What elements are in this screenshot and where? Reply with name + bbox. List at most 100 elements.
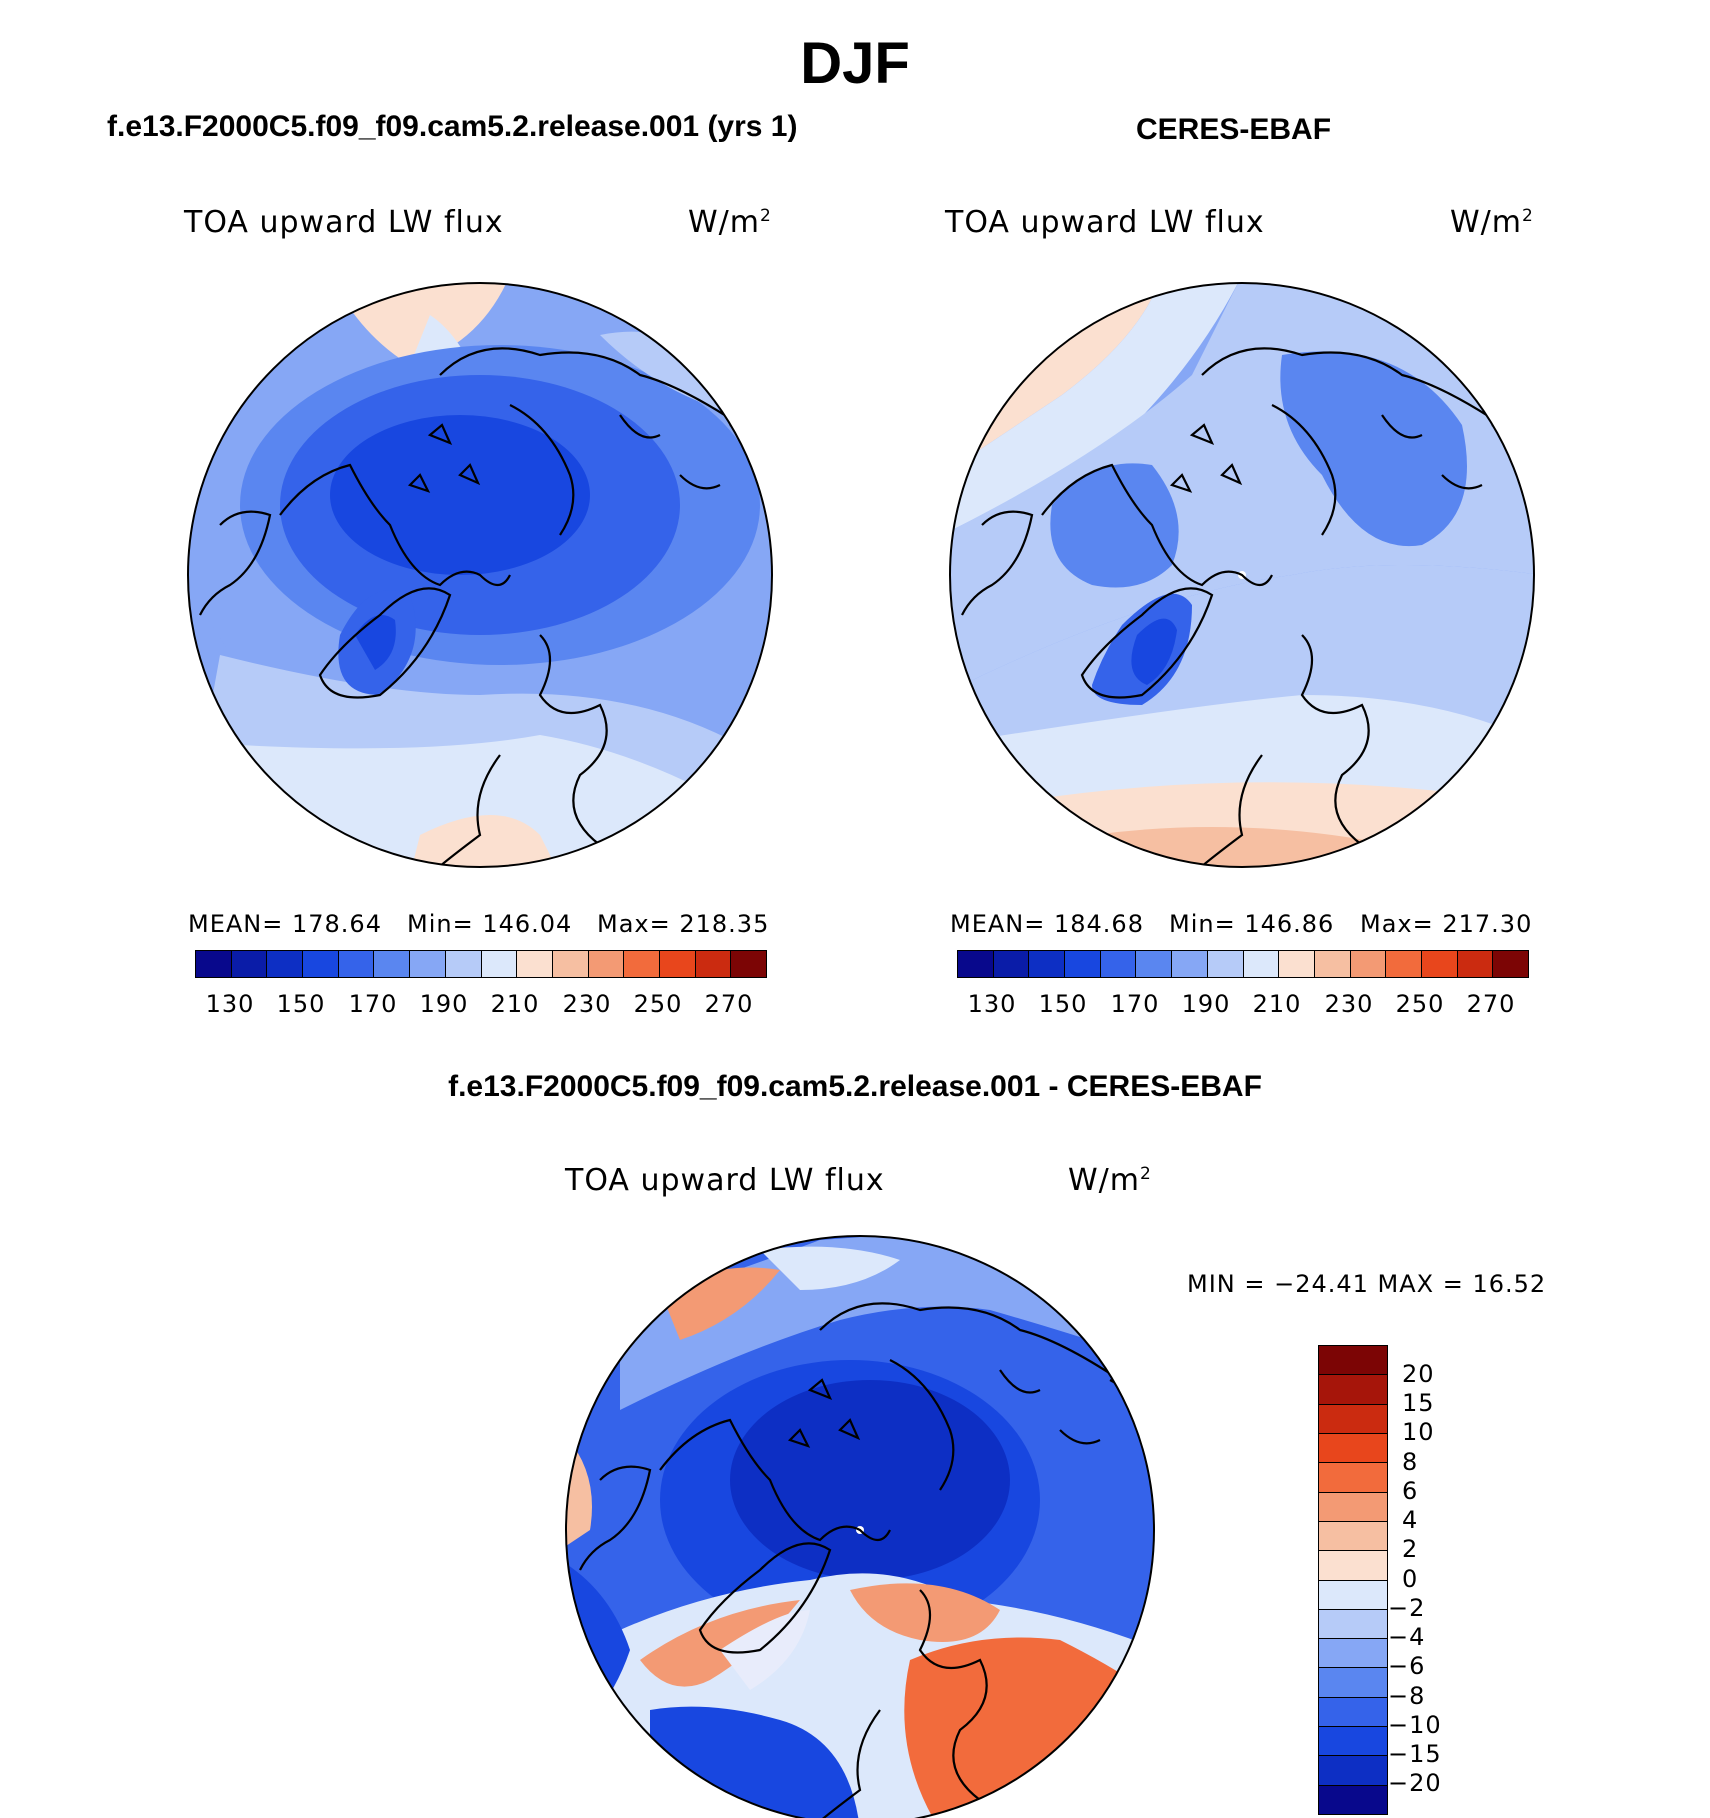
model-variable-label: TOA upward LW flux xyxy=(184,205,504,240)
model-colorbar-tick: 250 xyxy=(633,990,683,1018)
obs-field-siberia xyxy=(1280,351,1467,547)
model-colorbar-tick: 210 xyxy=(490,990,540,1018)
obs-colorbar-swatch xyxy=(1457,951,1494,977)
diff-colorbar xyxy=(1318,1345,1388,1815)
diff-colorbar-tick: 10 xyxy=(1402,1418,1435,1446)
obs-colorbar-swatch xyxy=(1029,951,1066,977)
obs-colorbar-tick: 130 xyxy=(967,990,1017,1018)
obs-title: CERES-EBAF xyxy=(1136,113,1332,146)
diff-coastlines xyxy=(579,1302,1141,1818)
diff-colorbar-tick: 0 xyxy=(1402,1565,1419,1593)
diff-units-label: W/m2 xyxy=(1068,1163,1152,1198)
model-colorbar-swatch xyxy=(445,951,482,977)
diff-colorbar-swatch xyxy=(1319,1433,1387,1464)
model-colorbar-tick: 150 xyxy=(276,990,326,1018)
obs-colorbar-tick: 190 xyxy=(1181,990,1231,1018)
diff-colorbar-tick: 2 xyxy=(1402,1535,1419,1563)
obs-colorbar xyxy=(957,950,1529,978)
model-colorbar-swatch xyxy=(731,951,766,977)
diff-colorbar-swatch xyxy=(1319,1521,1387,1552)
model-colorbar-swatch xyxy=(517,951,553,977)
diff-colorbar-swatch xyxy=(1319,1756,1387,1786)
diff-colorbar-swatch xyxy=(1319,1580,1387,1610)
diff-map-boundary xyxy=(565,1235,1155,1818)
model-colorbar-swatch xyxy=(624,951,660,977)
obs-colorbar-swatch xyxy=(1421,951,1458,977)
model-colorbar-swatch xyxy=(303,951,339,977)
obs-colorbar-tick: 210 xyxy=(1252,990,1302,1018)
diff-colorbar-tick: 6 xyxy=(1402,1477,1419,1505)
diff-colorbar-swatch xyxy=(1319,1697,1387,1728)
model-colorbar-tick: 270 xyxy=(704,990,754,1018)
obs-mean: MEAN= 184.68 xyxy=(950,910,1144,938)
model-map-boundary xyxy=(187,282,773,868)
diff-colorbar-swatch xyxy=(1319,1668,1387,1698)
obs-variable-label: TOA upward LW flux xyxy=(945,205,1265,240)
obs-colorbar-swatch xyxy=(993,951,1030,977)
model-colorbar-tick: 130 xyxy=(205,990,255,1018)
diff-colorbar-swatch xyxy=(1319,1375,1387,1405)
obs-colorbar-swatch xyxy=(1386,951,1422,977)
diff-colorbar-swatch xyxy=(1319,1785,1387,1814)
obs-colorbar-swatch xyxy=(1172,951,1208,977)
diff-variable-label: TOA upward LW flux xyxy=(565,1163,885,1198)
diff-field-contour-neg15 xyxy=(730,1380,1010,1580)
diff-colorbar-tick: 20 xyxy=(1402,1360,1435,1388)
model-max: Max= 218.35 xyxy=(597,910,770,938)
diff-colorbar-tick: −4 xyxy=(1388,1623,1426,1651)
model-colorbar xyxy=(195,950,767,978)
model-colorbar-swatch xyxy=(410,951,446,977)
obs-colorbar-tick: 170 xyxy=(1110,990,1160,1018)
model-colorbar-tick: 190 xyxy=(419,990,469,1018)
obs-min: Min= 146.86 xyxy=(1169,910,1335,938)
obs-colorbar-swatch xyxy=(1279,951,1315,977)
diff-colorbar-swatch xyxy=(1319,1551,1387,1581)
diff-colorbar-tick: −6 xyxy=(1388,1652,1426,1680)
obs-colorbar-swatch xyxy=(1207,951,1244,977)
diff-colorbar-tick: −20 xyxy=(1388,1769,1442,1797)
model-colorbar-swatch xyxy=(588,951,625,977)
obs-units-label: W/m2 xyxy=(1450,205,1534,240)
obs-colorbar-tick: 230 xyxy=(1324,990,1374,1018)
obs-colorbar-tick: 270 xyxy=(1466,990,1516,1018)
diff-colorbar-swatch xyxy=(1319,1404,1387,1434)
diff-polar-map xyxy=(565,1235,1155,1818)
obs-colorbar-tick: 250 xyxy=(1395,990,1445,1018)
diff-field-greenland xyxy=(720,1610,810,1690)
model-colorbar-swatch xyxy=(231,951,268,977)
diff-colorbar-swatch xyxy=(1319,1639,1387,1669)
model-colorbar-swatch xyxy=(481,951,518,977)
obs-colorbar-swatch xyxy=(1136,951,1173,977)
diff-colorbar-tick: 4 xyxy=(1402,1506,1419,1534)
obs-colorbar-swatch xyxy=(1350,951,1387,977)
model-colorbar-swatch xyxy=(196,951,232,977)
model-colorbar-swatch xyxy=(659,951,696,977)
diff-colorbar-swatch xyxy=(1319,1463,1387,1493)
diff-colorbar-tick: −15 xyxy=(1388,1740,1442,1768)
model-colorbar-tick: 230 xyxy=(562,990,612,1018)
model-mean: MEAN= 178.64 xyxy=(188,910,382,938)
model-units-label: W/m2 xyxy=(688,205,772,240)
diff-colorbar-swatch xyxy=(1319,1492,1387,1522)
diff-title: f.e13.F2000C5.f09_f09.cam5.2.release.001… xyxy=(448,1070,1262,1103)
model-polar-map xyxy=(187,282,773,868)
obs-colorbar-tick: 150 xyxy=(1038,990,1088,1018)
model-min: Min= 146.04 xyxy=(407,910,573,938)
obs-polar-map xyxy=(949,282,1535,868)
model-colorbar-swatch xyxy=(695,951,732,977)
obs-colorbar-swatch xyxy=(958,951,994,977)
diff-colorbar-tick: 8 xyxy=(1402,1448,1419,1476)
diff-colorbar-tick: −2 xyxy=(1388,1594,1426,1622)
model-colorbar-swatch xyxy=(267,951,304,977)
model-colorbar-swatch xyxy=(552,951,589,977)
model-coastlines xyxy=(199,347,761,867)
diff-colorbar-tick: −8 xyxy=(1388,1682,1426,1710)
obs-max: Max= 217.30 xyxy=(1360,910,1533,938)
model-colorbar-tick: 170 xyxy=(348,990,398,1018)
figure-title: DJF xyxy=(800,31,910,96)
diff-minmax: MIN = −24.41 MAX = 16.52 xyxy=(1187,1270,1547,1298)
diff-colorbar-swatch xyxy=(1319,1609,1387,1640)
obs-colorbar-swatch xyxy=(1314,951,1351,977)
diff-colorbar-tick: 15 xyxy=(1402,1389,1435,1417)
diff-colorbar-tick: −10 xyxy=(1388,1711,1442,1739)
